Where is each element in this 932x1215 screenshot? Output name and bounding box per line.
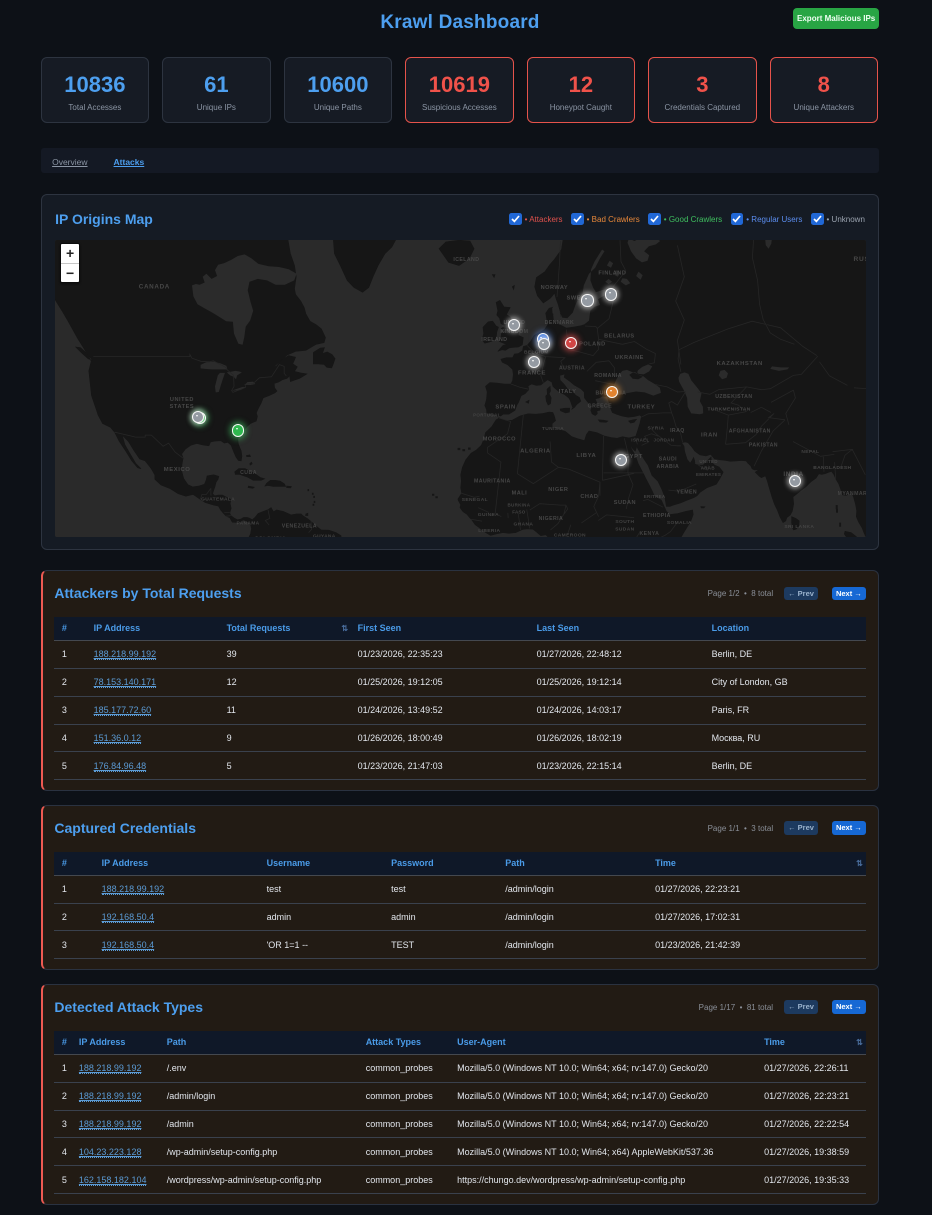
svg-text:ETHIOPIA: ETHIOPIA xyxy=(643,512,671,518)
svg-text:TURKEY: TURKEY xyxy=(628,404,656,410)
svg-text:FRANCE: FRANCE xyxy=(518,370,546,376)
svg-text:ITALY: ITALY xyxy=(559,389,577,395)
svg-text:SYRIA: SYRIA xyxy=(648,425,665,431)
svg-text:NEPAL: NEPAL xyxy=(801,448,819,454)
svg-text:EGYPT: EGYPT xyxy=(620,453,643,459)
svg-text:SENEGAL: SENEGAL xyxy=(462,496,488,502)
svg-text:ICELAND: ICELAND xyxy=(453,257,479,263)
svg-text:ISRAEL: ISRAEL xyxy=(631,437,649,442)
svg-text:FINLAND: FINLAND xyxy=(598,270,626,276)
svg-text:SAUDI: SAUDI xyxy=(659,456,677,462)
svg-text:BANGLADESH: BANGLADESH xyxy=(813,464,851,470)
svg-text:ARAB: ARAB xyxy=(701,465,716,470)
svg-text:AFGHANISTAN: AFGHANISTAN xyxy=(729,428,771,434)
svg-text:GHANA: GHANA xyxy=(514,521,534,527)
svg-text:MYANMAR: MYANMAR xyxy=(838,490,867,496)
svg-text:DENMARK: DENMARK xyxy=(545,320,574,326)
svg-text:TURKMENISTAN: TURKMENISTAN xyxy=(708,406,751,412)
svg-text:POLAND: POLAND xyxy=(579,341,606,347)
svg-text:MOROCCO: MOROCCO xyxy=(483,436,516,442)
svg-text:YEMEN: YEMEN xyxy=(677,489,698,495)
svg-text:FASO: FASO xyxy=(512,509,526,514)
svg-text:PANAMA: PANAMA xyxy=(237,520,260,526)
svg-text:GUYANA: GUYANA xyxy=(313,533,336,537)
svg-text:IRAQ: IRAQ xyxy=(670,427,685,433)
svg-text:ERITREA: ERITREA xyxy=(644,493,666,498)
svg-text:ARABIA: ARABIA xyxy=(657,463,680,469)
svg-text:VENEZUELA: VENEZUELA xyxy=(282,523,317,529)
svg-text:KENYA: KENYA xyxy=(640,530,660,536)
svg-text:JORDAN: JORDAN xyxy=(654,437,675,442)
svg-text:AUSTRIA: AUSTRIA xyxy=(559,365,585,371)
svg-text:KINGDOM: KINGDOM xyxy=(500,329,528,335)
svg-text:GREECE: GREECE xyxy=(588,403,613,409)
svg-text:BELGIUM: BELGIUM xyxy=(524,349,549,355)
svg-text:CUBA: CUBA xyxy=(240,469,257,475)
svg-text:SUDAN: SUDAN xyxy=(615,526,634,532)
svg-text:INDIA: INDIA xyxy=(783,470,803,477)
svg-text:UNITED: UNITED xyxy=(699,458,718,463)
svg-text:IRELAND: IRELAND xyxy=(481,337,507,343)
svg-text:UZBEKISTAN: UZBEKISTAN xyxy=(715,393,752,399)
svg-text:SOMALIA: SOMALIA xyxy=(667,519,692,525)
svg-text:UKRAINE: UKRAINE xyxy=(615,355,644,361)
svg-text:SOUTH: SOUTH xyxy=(616,518,635,524)
svg-text:NORWAY: NORWAY xyxy=(541,285,569,291)
svg-text:CHAD: CHAD xyxy=(580,493,598,499)
svg-text:SRI LANKA: SRI LANKA xyxy=(784,523,814,529)
svg-text:SUDAN: SUDAN xyxy=(614,499,636,505)
svg-text:SWEDEN: SWEDEN xyxy=(567,295,594,301)
svg-text:CANADA: CANADA xyxy=(139,283,170,290)
svg-text:RUSSIA: RUSSIA xyxy=(854,256,867,263)
svg-text:BELARUS: BELARUS xyxy=(604,333,634,339)
svg-text:LIBYA: LIBYA xyxy=(576,452,596,458)
svg-text:MEXICO: MEXICO xyxy=(164,466,191,472)
svg-text:PAKISTAN: PAKISTAN xyxy=(749,442,778,448)
svg-text:MALI: MALI xyxy=(512,490,528,496)
svg-text:MAURITANIA: MAURITANIA xyxy=(474,478,511,484)
svg-text:TUNISIA: TUNISIA xyxy=(542,425,564,431)
svg-text:UNITED: UNITED xyxy=(170,396,194,402)
svg-text:SPAIN: SPAIN xyxy=(495,404,515,410)
svg-text:COLOMBIA: COLOMBIA xyxy=(255,536,287,537)
svg-text:GUINEA: GUINEA xyxy=(478,511,499,517)
svg-text:ROMANIA: ROMANIA xyxy=(594,373,622,379)
svg-text:BURKINA: BURKINA xyxy=(508,502,531,507)
svg-text:NIGER: NIGER xyxy=(548,486,568,492)
svg-text:LIBERIA: LIBERIA xyxy=(478,527,500,533)
svg-text:IRAN: IRAN xyxy=(701,432,718,438)
svg-text:NIGERIA: NIGERIA xyxy=(539,515,564,521)
svg-text:PORTUGAL: PORTUGAL xyxy=(473,412,500,417)
svg-text:STATES: STATES xyxy=(170,403,194,409)
svg-text:CAMEROON: CAMEROON xyxy=(554,532,586,537)
svg-text:KAZAKHSTAN: KAZAKHSTAN xyxy=(717,361,763,367)
svg-text:GUATEMALA: GUATEMALA xyxy=(201,496,235,502)
svg-text:EMIRATES: EMIRATES xyxy=(696,471,721,476)
svg-text:ALGERIA: ALGERIA xyxy=(520,448,551,454)
